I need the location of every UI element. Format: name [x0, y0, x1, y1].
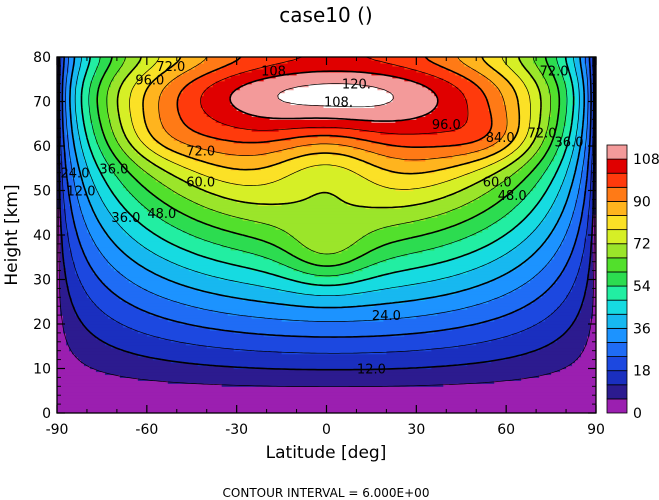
- contour-line-36: [69, 57, 585, 309]
- colorbar-swatch: [606, 215, 628, 231]
- contour-label: 108.: [324, 96, 353, 111]
- y-tick-label: 20: [33, 317, 51, 333]
- colorbar-swatch: [606, 398, 628, 414]
- contour-label: 36.0: [555, 136, 584, 151]
- colorbar-tick-label: 54: [633, 279, 651, 295]
- contour-label: 84.0: [486, 131, 515, 146]
- x-tick-label: 30: [407, 422, 425, 438]
- colorbar-swatch: [606, 172, 628, 188]
- contour-line-54: [88, 57, 568, 277]
- contour-line-102: [200, 57, 469, 135]
- y-tick-label: 40: [33, 228, 51, 244]
- contour-label: 12.0: [67, 185, 96, 200]
- colorbar-swatch: [606, 370, 628, 386]
- x-tick-label: -30: [225, 422, 248, 438]
- colorbar-swatch: [606, 384, 628, 400]
- contour-label: 96.0: [432, 118, 461, 133]
- colorbar-swatch: [606, 327, 628, 343]
- contour-line-66: [106, 57, 552, 255]
- contour-label: 72.0: [186, 144, 215, 159]
- contour-line-6: [57, 57, 596, 388]
- contour-label: 36.0: [111, 211, 140, 226]
- y-tick-label: 30: [33, 273, 51, 289]
- contour-interval-note: CONTOUR INTERVAL = 6.000E+00: [223, 486, 430, 500]
- colorbar-tick-label: 0: [633, 406, 642, 422]
- colorbar-swatch: [606, 229, 628, 245]
- chart-title: case10 (): [279, 3, 372, 27]
- y-tick-label: 10: [33, 362, 51, 378]
- colorbar-tick-label: 36: [633, 321, 651, 337]
- y-tick-label: 80: [33, 50, 51, 66]
- x-tick-label: 60: [497, 422, 515, 438]
- colorbar-swatch: [606, 257, 628, 273]
- contour-line-60: [96, 57, 561, 267]
- contour-line-42: [74, 57, 580, 297]
- contour-label: 72.0: [156, 60, 185, 75]
- contour-label: 96.0: [135, 73, 164, 88]
- colorbar-tick-label: 72: [633, 237, 651, 253]
- x-tick-label: 90: [587, 422, 605, 438]
- contour-line-78: [129, 57, 531, 190]
- colorbar-swatch: [606, 271, 628, 287]
- contour-label: 72.0: [528, 127, 557, 142]
- colorbar-swatch: [606, 243, 628, 259]
- contour-line-108: [229, 70, 439, 122]
- contour-line-30: [65, 57, 589, 322]
- colorbar-swatch: [606, 201, 628, 216]
- contour-line-48: [80, 57, 575, 287]
- contour-line-114: [277, 83, 394, 108]
- colorbar-swatch: [606, 299, 628, 315]
- contour-line-72: [116, 57, 542, 209]
- contour-label: 36.0: [99, 162, 128, 177]
- contour-label: 24.0: [61, 167, 90, 182]
- colorbar-tick-label: 90: [633, 194, 651, 210]
- colorbar-swatch: [606, 342, 628, 357]
- colorbar-swatch: [606, 356, 628, 372]
- contour-labels: 12.024.036.036.036.048.048.060.0 60.072.0…: [61, 60, 584, 378]
- colorbar-tick-label: 18: [633, 364, 651, 380]
- contour-line-90: [158, 57, 508, 161]
- contour-label: 48.0: [147, 207, 176, 222]
- contour-label: 108.: [261, 64, 290, 79]
- x-tick-label: -60: [135, 422, 158, 438]
- colorbar-tick-label: 108: [633, 152, 659, 168]
- plot-area: [57, 57, 596, 413]
- contour-line-84: [142, 57, 521, 175]
- x-axis-label: Latitude [deg]: [266, 443, 387, 463]
- x-tick-label: 0: [322, 422, 331, 438]
- contour-label: 60.0: [186, 176, 215, 191]
- contour-label: 60.0: [483, 176, 512, 191]
- colorbar-swatch: [606, 158, 628, 174]
- colorbar-swatch: [606, 186, 628, 202]
- contour-lines: [57, 57, 596, 388]
- contour-line-12: [58, 57, 595, 371]
- contour-label: 48.0: [498, 189, 527, 204]
- y-tick-label: 50: [33, 184, 51, 200]
- contour-label: 24.0: [372, 309, 401, 324]
- contour-bands: [57, 57, 596, 413]
- contour-label: 120.: [342, 78, 371, 93]
- contour-label: 72.0: [540, 64, 569, 79]
- colorbar-swatch: [606, 144, 628, 160]
- y-tick-label: 70: [33, 95, 51, 111]
- colorbar-swatch: [606, 285, 628, 301]
- y-axis-label: Height [km]: [2, 184, 22, 285]
- y-tick-label: 0: [42, 406, 51, 422]
- y-tick-label: 60: [33, 139, 51, 155]
- contour-label: 12.0: [357, 363, 386, 378]
- colorbar-swatch: [606, 313, 628, 329]
- contour-line-24: [61, 57, 592, 338]
- contour-line-18: [59, 57, 594, 354]
- x-tick-label: -90: [46, 422, 69, 438]
- colorbar: 0 18 36 54 72 90 108: [606, 144, 659, 422]
- axes: -90 -60 -30 0 30 60 90 0 10 20 30 40 50 60 70 80: [33, 50, 605, 438]
- contour-line-96: [176, 57, 493, 148]
